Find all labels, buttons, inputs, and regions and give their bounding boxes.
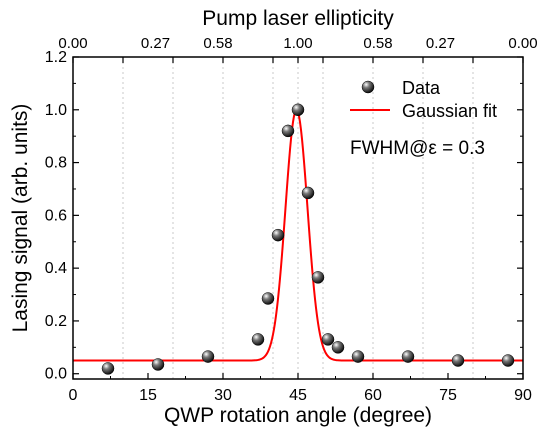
fwhm-annotation: FWHM@ε = 0.3 bbox=[350, 138, 485, 159]
data-point bbox=[271, 228, 285, 242]
y-axis-label: Lasing signal (arb. units) bbox=[9, 104, 32, 333]
data-point bbox=[281, 124, 295, 138]
y-axis-tick-label: 0.4 bbox=[45, 260, 67, 277]
legend-data-label: Data bbox=[402, 78, 441, 98]
top-axis: 0.00 0.27 0.58 1.00 0.58 0.27 0.00 bbox=[58, 35, 538, 63]
top-axis-tick-label: 1.00 bbox=[283, 35, 312, 52]
y-axis-tick-label: 0.6 bbox=[45, 207, 67, 224]
data-point bbox=[451, 354, 465, 367]
x-axis-tick-label: 30 bbox=[214, 387, 232, 404]
top-axis-tick-label: 0.58 bbox=[363, 35, 392, 52]
data-point bbox=[321, 333, 335, 346]
top-axis-tick-label: 0.00 bbox=[508, 35, 537, 52]
data-point bbox=[351, 350, 365, 363]
chart-title: Pump laser ellipticity bbox=[202, 7, 394, 30]
data-point bbox=[261, 292, 275, 305]
y-axis-tick-label: 0.0 bbox=[45, 366, 67, 383]
data-point bbox=[301, 186, 315, 200]
top-axis-tick-label: 0.00 bbox=[58, 35, 87, 52]
data-point bbox=[501, 354, 515, 367]
y-axis-tick-label: 1.2 bbox=[45, 49, 67, 66]
x-axis-tick-label: 60 bbox=[364, 387, 382, 404]
top-axis-tick-label: 0.58 bbox=[203, 35, 232, 52]
data-point bbox=[201, 350, 215, 363]
x-axis-tick-label: 75 bbox=[439, 387, 457, 404]
x-axis-tick-label: 90 bbox=[514, 387, 532, 404]
x-axis-tick-label: 0 bbox=[69, 387, 78, 404]
data-point bbox=[331, 341, 345, 354]
x-axis-tick-label: 15 bbox=[139, 387, 157, 404]
y-axis-tick-label: 1.0 bbox=[45, 102, 67, 119]
x-axis: 0 15 30 45 60 75 90 bbox=[69, 373, 532, 404]
grid bbox=[122, 57, 474, 379]
x-axis-tick-label: 45 bbox=[289, 387, 307, 404]
data-point bbox=[251, 333, 265, 346]
y-axis: 0.0 0.2 0.4 0.6 0.8 1.0 1.2 bbox=[45, 49, 523, 383]
top-axis-tick-label: 0.27 bbox=[426, 35, 455, 52]
legend-fit-label: Gaussian fit bbox=[402, 101, 497, 121]
data-point bbox=[401, 350, 415, 363]
legend: Data Gaussian fit bbox=[350, 78, 497, 121]
top-axis-tick-label: 0.27 bbox=[141, 35, 170, 52]
data-point bbox=[311, 271, 325, 284]
data-points bbox=[101, 103, 515, 375]
data-point bbox=[291, 103, 305, 117]
plot-frame bbox=[72, 56, 524, 380]
data-point bbox=[151, 358, 165, 371]
y-axis-tick-label: 0.8 bbox=[45, 155, 67, 172]
x-axis-label: QWP rotation angle (degree) bbox=[164, 404, 432, 427]
legend-data-marker bbox=[361, 80, 375, 94]
y-axis-tick-label: 0.2 bbox=[45, 313, 67, 330]
data-point bbox=[101, 362, 115, 375]
